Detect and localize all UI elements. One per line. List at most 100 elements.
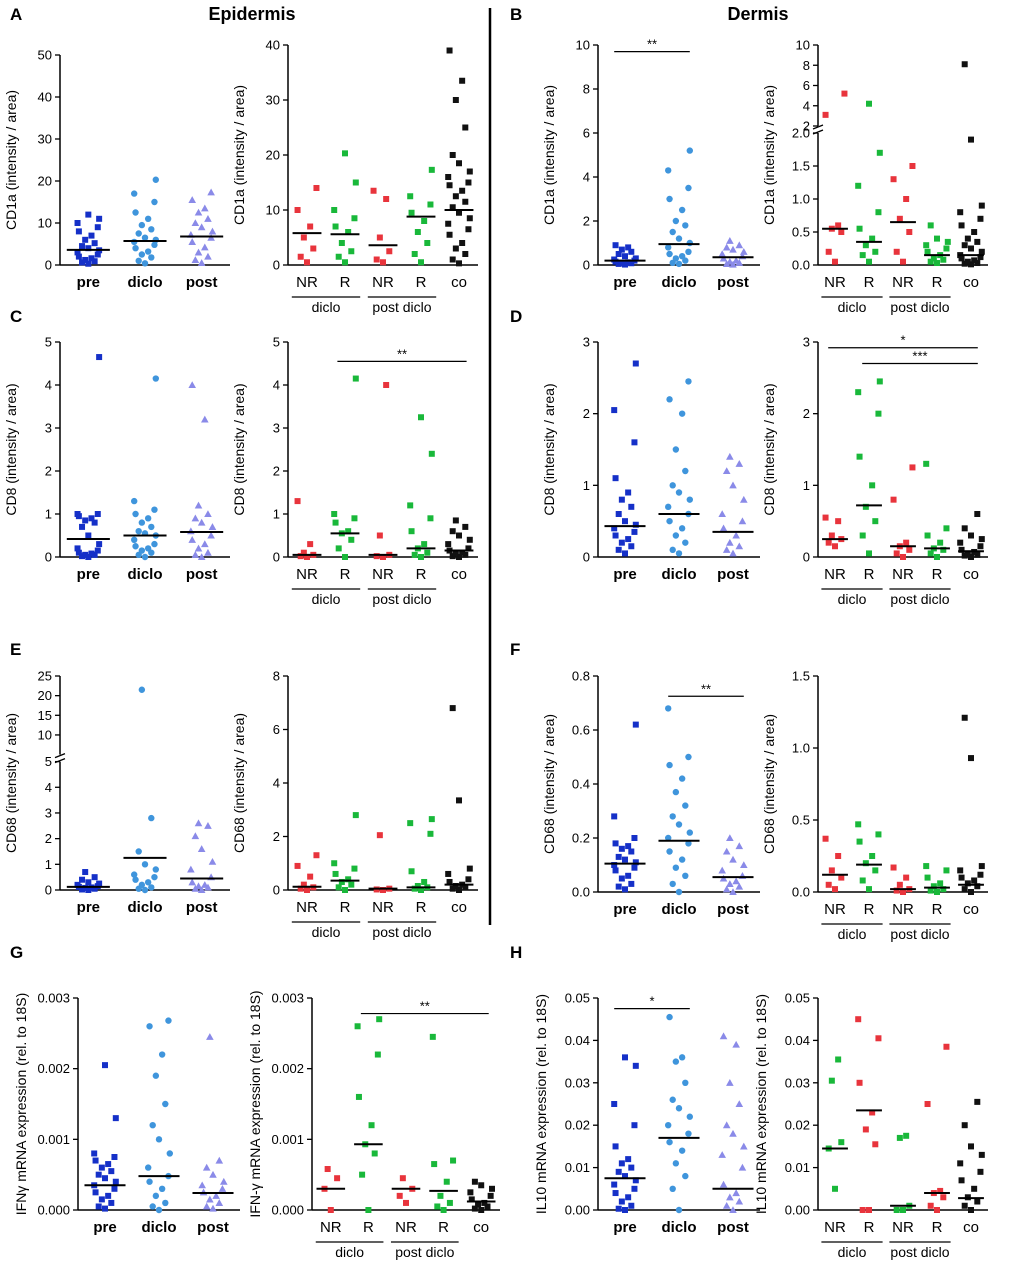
subgroup-label: diclo [335, 1244, 364, 1260]
data-point [365, 1207, 372, 1213]
data-point [977, 871, 984, 878]
data-point [342, 150, 348, 157]
data-point [75, 228, 82, 235]
y-tick-label: 0.000 [271, 1203, 304, 1218]
subgroup-label: post diclo [395, 1244, 454, 1260]
data-point [675, 821, 683, 828]
y-tick-label: 0.001 [37, 1132, 70, 1147]
data-point [722, 260, 731, 267]
x-category-label: NR [395, 1219, 417, 1236]
data-point [88, 550, 95, 557]
data-point [615, 1168, 622, 1175]
series-post [180, 819, 224, 894]
y-tick-label: 4 [273, 776, 280, 791]
data-point [856, 453, 863, 460]
data-point [632, 1062, 639, 1069]
data-point [194, 208, 203, 216]
data-point [411, 885, 418, 892]
data-point [368, 1122, 375, 1129]
data-point [459, 187, 466, 194]
data-point [971, 877, 978, 884]
data-point [466, 536, 473, 543]
series-r-diclo [855, 100, 883, 265]
y-tick-label: 0.001 [271, 1132, 304, 1147]
y-axis-label: CD8 (intensity / area) [3, 383, 19, 515]
data-point [968, 136, 974, 143]
data-point [732, 1040, 740, 1048]
data-point [968, 755, 974, 762]
data-point [91, 258, 98, 265]
data-point [197, 259, 206, 266]
data-point [722, 847, 731, 855]
series-post [712, 834, 754, 896]
data-point [74, 511, 81, 517]
y-axis-label: CD1a (intensity / area) [541, 85, 557, 225]
data-point [740, 495, 748, 503]
data-point [909, 163, 916, 169]
data-point [102, 1175, 108, 1182]
series-diclo [658, 378, 700, 557]
y-tick-label: 4 [583, 170, 590, 185]
data-point [294, 207, 301, 213]
series-pre [604, 360, 646, 557]
data-point [204, 215, 212, 222]
data-point [961, 1202, 968, 1209]
data-point [719, 1180, 728, 1188]
y-tick-label: 0.0 [792, 258, 810, 273]
x-category-label: NR [372, 899, 394, 916]
data-point [978, 202, 985, 209]
y-tick-label: 0 [583, 258, 590, 273]
data-point [632, 1177, 639, 1184]
data-point [354, 1023, 361, 1030]
x-category-label: post [717, 901, 749, 918]
data-point [91, 1150, 98, 1157]
y-tick-label: 0 [273, 883, 280, 898]
data-point [456, 260, 462, 267]
y-tick-label: 2 [45, 831, 52, 846]
data-point [722, 243, 731, 251]
data-point [682, 257, 689, 264]
data-point [940, 886, 947, 893]
y-tick-label: 0.000 [37, 1203, 70, 1218]
series-nr-post-diclo [890, 464, 916, 560]
data-point [201, 881, 209, 888]
data-point [618, 845, 625, 852]
data-point [88, 515, 95, 522]
data-point [611, 862, 618, 868]
data-point [188, 878, 197, 886]
data-point [132, 209, 139, 216]
y-tick-label: 3 [45, 805, 52, 820]
data-point [428, 166, 435, 173]
header-epidermis: Epidermis [208, 4, 295, 24]
data-point [371, 1150, 378, 1157]
data-point [672, 1058, 680, 1065]
data-point [304, 554, 310, 560]
data-point [307, 223, 314, 230]
data-point [191, 219, 200, 227]
series-post [192, 1033, 234, 1212]
data-point [437, 1192, 444, 1199]
data-point [105, 1192, 112, 1199]
data-point [158, 1185, 166, 1193]
x-category-label: pre [613, 901, 636, 918]
data-point [79, 259, 86, 266]
data-point [923, 242, 930, 249]
x-category-label: co [451, 274, 467, 291]
data-point [611, 1181, 618, 1188]
series-post [712, 1032, 754, 1214]
data-point [686, 239, 693, 247]
y-tick-label: 0.8 [572, 669, 590, 684]
data-point [729, 1206, 737, 1214]
data-point [92, 1157, 99, 1164]
data-point [459, 549, 466, 556]
data-point [202, 1163, 211, 1171]
data-point [729, 549, 737, 557]
data-point [445, 220, 452, 227]
y-tick-label: 40 [266, 38, 280, 53]
data-point [622, 886, 628, 893]
subgroup-label: post diclo [372, 591, 431, 607]
data-point [678, 410, 686, 417]
y-tick-label: 0 [273, 550, 280, 565]
data-point [201, 243, 209, 251]
x-category-label: pre [613, 274, 636, 291]
